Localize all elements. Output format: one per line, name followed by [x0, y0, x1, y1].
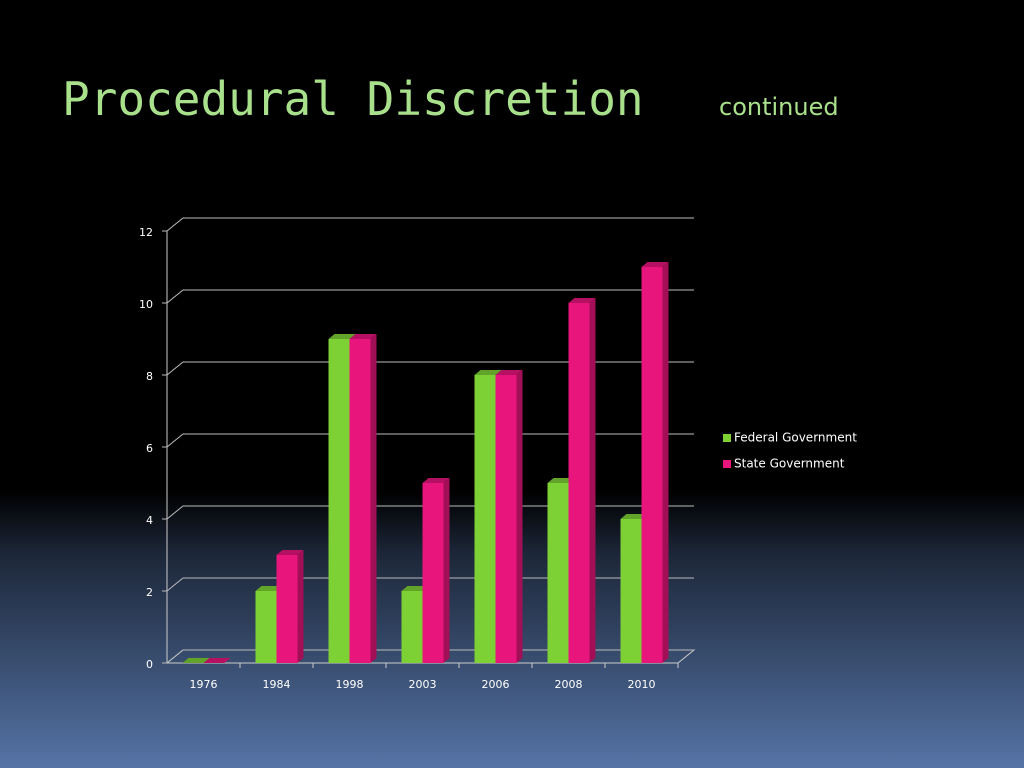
slide-subtitle: continued [719, 93, 839, 121]
bar-side [297, 550, 304, 663]
bar-top [495, 370, 523, 375]
bar [422, 483, 444, 663]
legend-label: State Government [734, 457, 845, 471]
legend-swatch [723, 460, 731, 468]
x-tick-label: 2003 [409, 678, 437, 691]
slide-title: Procedural Discretion [62, 72, 644, 126]
bar-top [255, 586, 283, 591]
x-tick-label: 2008 [555, 678, 583, 691]
legend-swatch [723, 434, 731, 442]
grid-line [162, 361, 694, 376]
y-tick-label: 8 [146, 370, 153, 383]
bar-side [662, 262, 669, 663]
bar-top [182, 658, 210, 663]
bar [328, 339, 350, 663]
grid-line [162, 289, 694, 304]
grid-line [162, 433, 694, 448]
bar-top [349, 334, 377, 339]
bar-top [568, 298, 596, 303]
bar-top [276, 550, 304, 555]
bar-top [547, 478, 575, 483]
bar [349, 339, 371, 663]
bar-top [422, 478, 450, 483]
bar [568, 303, 590, 663]
bar-side [589, 298, 596, 663]
x-tick-label: 1998 [336, 678, 364, 691]
bar [620, 519, 642, 663]
y-tick-label: 4 [146, 514, 153, 527]
y-tick-label: 2 [146, 586, 153, 599]
bar-top [474, 370, 502, 375]
bar-side [516, 370, 523, 663]
bar-top [641, 262, 669, 267]
y-tick-label: 6 [146, 442, 153, 455]
bar [401, 591, 423, 663]
bar [547, 483, 569, 663]
bar-side [443, 478, 450, 663]
bar [474, 375, 496, 663]
bar [641, 267, 663, 663]
bar-side [370, 334, 377, 663]
grid-line [162, 217, 694, 232]
bar [255, 591, 277, 663]
x-tick-label: 1976 [190, 678, 218, 691]
y-tick-label: 0 [146, 658, 153, 671]
bar [495, 375, 517, 663]
y-tick-label: 10 [139, 298, 153, 311]
bar [276, 555, 298, 663]
bar-top [620, 514, 648, 519]
x-tick-label: 1984 [263, 678, 291, 691]
legend-label: Federal Government [734, 431, 857, 445]
y-tick-label: 12 [139, 226, 153, 239]
x-tick-label: 2006 [482, 678, 510, 691]
bar-top [401, 586, 429, 591]
x-tick-label: 2010 [628, 678, 656, 691]
bar-top [203, 658, 231, 663]
bar-top [328, 334, 356, 339]
